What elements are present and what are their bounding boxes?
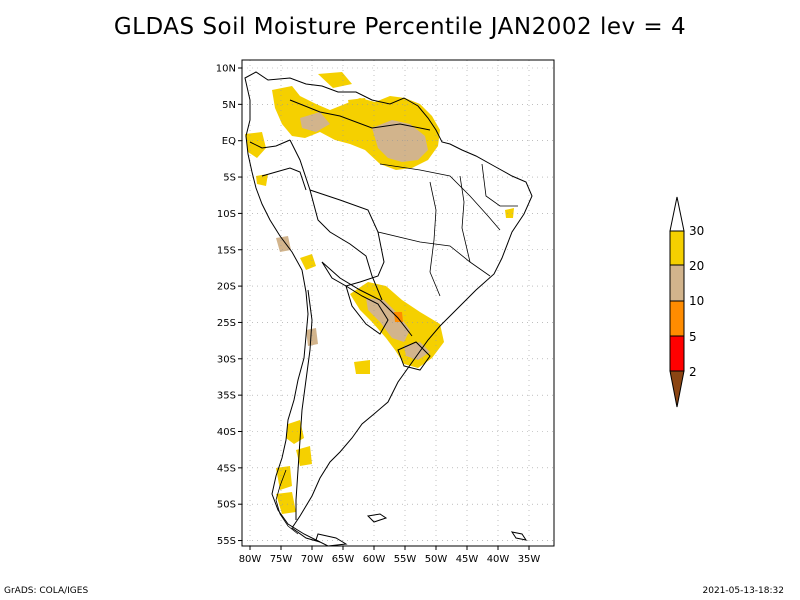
coastline-layer: [244, 71, 533, 547]
colorbar-bin-20-30: [669, 230, 685, 266]
grid-layer: [242, 60, 554, 546]
lat-label-15s: 15S: [217, 245, 236, 256]
longitude-labels: 80W 75W 70W 65W 60W 55W 50W 45W 40W 35W: [239, 554, 541, 565]
latitude-labels: 10N 5N EQ 5S 10S 15S 20S 25S 30S 35S 40S 45S 50S 55S: [216, 64, 236, 548]
brazil-states-3: [429, 181, 441, 297]
lon-label-60w: 60W: [363, 554, 386, 565]
south-america-coastline: [244, 71, 533, 543]
colorbar-bin-10-20: [669, 264, 685, 302]
lat-label-40s: 40S: [217, 427, 236, 438]
tierra-del-fuego: [315, 533, 348, 547]
bolivia-border: [309, 189, 385, 287]
lon-label-45w: 45W: [456, 554, 479, 565]
ecuador-colombia-border: [249, 139, 291, 149]
lat-label-20s: 20S: [217, 282, 236, 293]
shade-yellow-patagonia-3: [276, 466, 292, 490]
colorbar-top-cap: [669, 196, 685, 232]
lon-label-50w: 50W: [425, 554, 448, 565]
lat-label-35s: 35S: [217, 391, 236, 402]
shade-tan-west-bolivia: [276, 236, 291, 252]
colorbar-label-2: 2: [689, 365, 697, 379]
brazil-states-2: [377, 231, 491, 277]
shade-yellow-patagonia-1: [286, 420, 304, 444]
map-title: GLDAS Soil Moisture Percentile JAN2002 l…: [113, 14, 687, 40]
footer-timestamp: 2021-05-13-18:32: [702, 586, 785, 596]
footer-credit: GrADS: COLA/IGES: [4, 586, 89, 596]
lon-label-65w: 65W: [332, 554, 355, 565]
lat-label-10s: 10S: [217, 209, 236, 220]
colorbar-bottom-cap: [669, 370, 685, 408]
shade-yellow-scatter-3: [256, 174, 268, 186]
lat-label-55s: 55S: [217, 536, 236, 547]
paraguay-border: [345, 284, 389, 335]
shade-yellow-andes-mid: [300, 254, 316, 270]
lat-label-30s: 30S: [217, 354, 236, 365]
shade-tan-amazon: [372, 120, 428, 162]
colorbar: 30 20 10 5 2: [669, 196, 704, 408]
colorbar-bin-2-5: [669, 335, 685, 372]
uruguay-border: [397, 341, 431, 371]
colorbar-label-20: 20: [689, 259, 704, 273]
lon-label-35w: 35W: [518, 554, 541, 565]
lat-label-45s: 45S: [217, 463, 236, 474]
south-georgia: [510, 531, 528, 541]
brazil-border-north: [289, 99, 431, 131]
chile-argentina-border: [295, 289, 313, 520]
lat-label-10n: 10N: [216, 64, 236, 75]
brazil-states-4: [459, 175, 471, 263]
shade-yellow-patagonia-4: [276, 492, 296, 514]
shade-orange-paraguay: [394, 312, 403, 322]
chile-fjords: [275, 469, 299, 535]
lat-label-5s: 5S: [223, 173, 236, 184]
lon-label-55w: 55W: [394, 554, 417, 565]
lat-label-50s: 50S: [217, 500, 236, 511]
shade-yellow-scatter-1: [318, 72, 352, 88]
colorbar-bin-5-10: [669, 300, 685, 337]
falkland-islands: [366, 513, 388, 523]
brazil-border-west: [289, 139, 383, 301]
colorbar-label-5: 5: [689, 330, 697, 344]
shade-yellow-patagonia-2: [296, 446, 312, 466]
brazil-states-1: [379, 163, 501, 231]
lat-label-25s: 25S: [217, 318, 236, 329]
ticks-layer: [238, 67, 530, 550]
peru-border: [261, 167, 307, 191]
shade-yellow-scatter-2: [348, 98, 368, 110]
lat-label-5n: 5N: [222, 100, 236, 111]
lon-label-75w: 75W: [270, 554, 293, 565]
colorbar-label-10: 10: [689, 294, 704, 308]
argentina-border-north: [321, 261, 413, 337]
brazil-states-5: [481, 163, 518, 207]
lon-label-80w: 80W: [239, 554, 262, 565]
shade-yellow-scatter-4: [505, 208, 514, 218]
colorbar-label-30: 30: [689, 224, 704, 238]
lon-label-40w: 40W: [487, 554, 510, 565]
map-frame: [241, 59, 555, 547]
lat-label-eq: EQ: [222, 136, 236, 147]
shade-tan-amazon-west: [300, 112, 330, 132]
lon-label-70w: 70W: [301, 554, 324, 565]
shade-tan-chile-mid: [306, 328, 318, 346]
shade-yellow-south-scatter: [354, 360, 370, 374]
